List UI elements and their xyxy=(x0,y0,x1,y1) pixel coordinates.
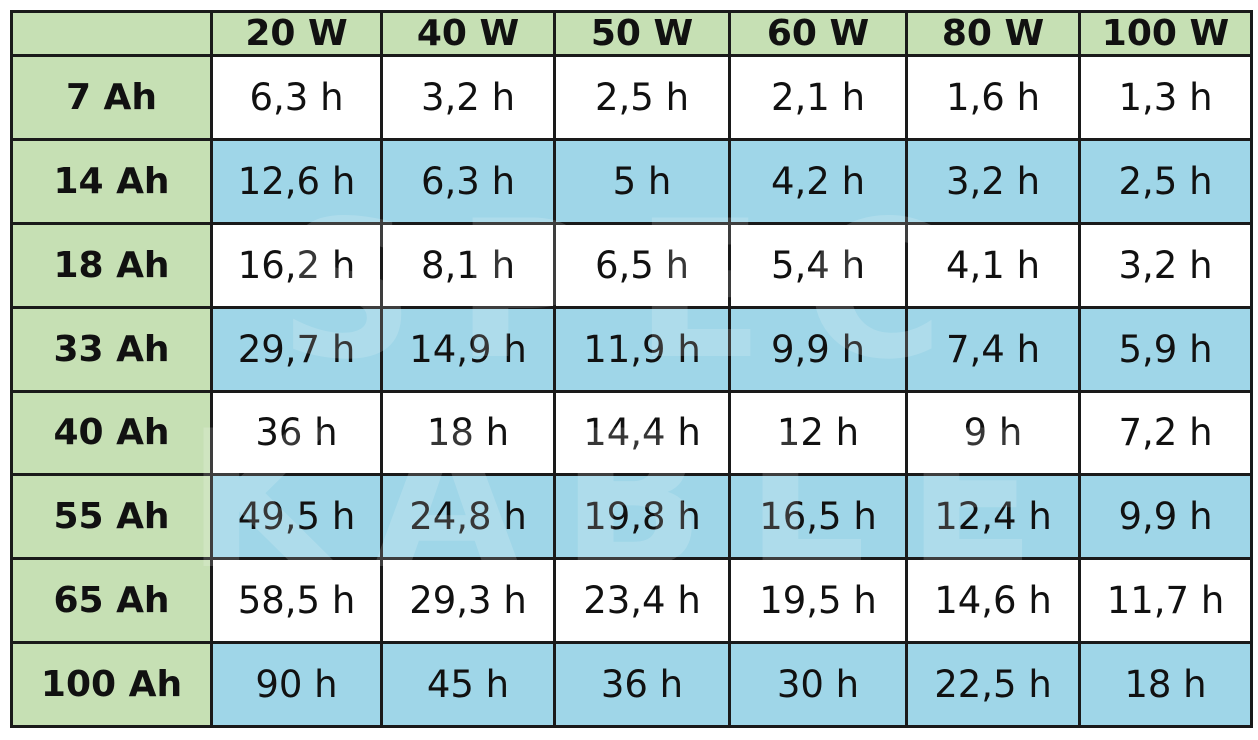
table-row: 55 Ah 49,5 h 24,8 h 19,8 h 16,5 h 12,4 h 9,9 h xyxy=(10,473,1253,561)
table-cell: 1,3 h xyxy=(1078,54,1253,141)
table-cell: 36 h xyxy=(210,389,383,477)
row-header: 18 Ah xyxy=(10,221,213,309)
row-header: 55 Ah xyxy=(10,473,213,561)
table-cell: 2,5 h xyxy=(1078,137,1253,225)
table-row: 65 Ah 58,5 h 29,3 h 23,4 h 19,5 h 14,6 h 11,7 … xyxy=(10,557,1253,645)
table-cell: 3,2 h xyxy=(905,137,1081,225)
table-cell: 12 h xyxy=(728,389,908,477)
table-cell: 29,7 h xyxy=(210,305,383,393)
table-cell: 7,4 h xyxy=(905,305,1081,393)
row-header: 7 Ah xyxy=(10,54,213,141)
table-cell: 18 h xyxy=(380,389,556,477)
table-cell: 12,6 h xyxy=(210,137,383,225)
table-cell: 30 h xyxy=(728,641,908,728)
table-cell: 1,6 h xyxy=(905,54,1081,141)
table-cell: 6,5 h xyxy=(553,221,731,309)
runtime-table: 20 W 40 W 50 W 60 W 80 W 100 W 7 Ah 6,3 h 3,2 h… xyxy=(10,10,1253,728)
table-cell: 4,2 h xyxy=(728,137,908,225)
row-header: 65 Ah xyxy=(10,557,213,645)
table-cell: 18 h xyxy=(1078,641,1253,728)
table-cell: 29,3 h xyxy=(380,557,556,645)
table-cell: 9,9 h xyxy=(728,305,908,393)
column-header: 20 W xyxy=(210,10,383,57)
column-header: 40 W xyxy=(380,10,556,57)
table-cell: 36 h xyxy=(553,641,731,728)
table-cell: 45 h xyxy=(380,641,556,728)
table-cell: 4,1 h xyxy=(905,221,1081,309)
table-cell: 6,3 h xyxy=(380,137,556,225)
table-cell: 14,4 h xyxy=(553,389,731,477)
table-cell: 90 h xyxy=(210,641,383,728)
column-header: 100 W xyxy=(1078,10,1253,57)
table-cell: 11,7 h xyxy=(1078,557,1253,645)
table-cell: 3,2 h xyxy=(1078,221,1253,309)
table-row: 100 Ah 90 h 45 h 36 h 30 h 22,5 h 18 h xyxy=(10,641,1253,728)
table-cell: 2,1 h xyxy=(728,54,908,141)
table-cell: 14,6 h xyxy=(905,557,1081,645)
table-row: 18 Ah 16,2 h 8,1 h 6,5 h 5,4 h 4,1 h 3,2 h xyxy=(10,221,1253,309)
table-cell: 8,1 h xyxy=(380,221,556,309)
table-cell: 5,4 h xyxy=(728,221,908,309)
table-cell: 19,8 h xyxy=(553,473,731,561)
table-cell: 14,9 h xyxy=(380,305,556,393)
table-cell: 49,5 h xyxy=(210,473,383,561)
table-cell: 58,5 h xyxy=(210,557,383,645)
row-header: 14 Ah xyxy=(10,137,213,225)
table-cell: 19,5 h xyxy=(728,557,908,645)
row-header: 100 Ah xyxy=(10,641,213,728)
table-cell: 12,4 h xyxy=(905,473,1081,561)
table-cell: 22,5 h xyxy=(905,641,1081,728)
table-row: 7 Ah 6,3 h 3,2 h 2,5 h 2,1 h 1,6 h 1,3 h xyxy=(10,54,1253,141)
table-cell: 3,2 h xyxy=(380,54,556,141)
table-cell: 5 h xyxy=(553,137,731,225)
table-cell: 9,9 h xyxy=(1078,473,1253,561)
row-header: 40 Ah xyxy=(10,389,213,477)
table-cell: 7,2 h xyxy=(1078,389,1253,477)
table-cell: 6,3 h xyxy=(210,54,383,141)
column-header: 60 W xyxy=(728,10,908,57)
table-cell: 24,8 h xyxy=(380,473,556,561)
corner-cell xyxy=(10,10,213,57)
table-cell: 9 h xyxy=(905,389,1081,477)
row-header: 33 Ah xyxy=(10,305,213,393)
table-cell: 16,2 h xyxy=(210,221,383,309)
table-cell: 2,5 h xyxy=(553,54,731,141)
table-cell: 5,9 h xyxy=(1078,305,1253,393)
table-cell: 16,5 h xyxy=(728,473,908,561)
table-row: 33 Ah 29,7 h 14,9 h 11,9 h 9,9 h 7,4 h 5,9 h xyxy=(10,305,1253,393)
table-cell: 23,4 h xyxy=(553,557,731,645)
table-cell: 11,9 h xyxy=(553,305,731,393)
column-header: 80 W xyxy=(905,10,1081,57)
header-row: 20 W 40 W 50 W 60 W 80 W 100 W xyxy=(10,10,1253,57)
column-header: 50 W xyxy=(553,10,731,57)
table-container: 20 W 40 W 50 W 60 W 80 W 100 W 7 Ah 6,3 h 3,2 h… xyxy=(10,10,1253,730)
